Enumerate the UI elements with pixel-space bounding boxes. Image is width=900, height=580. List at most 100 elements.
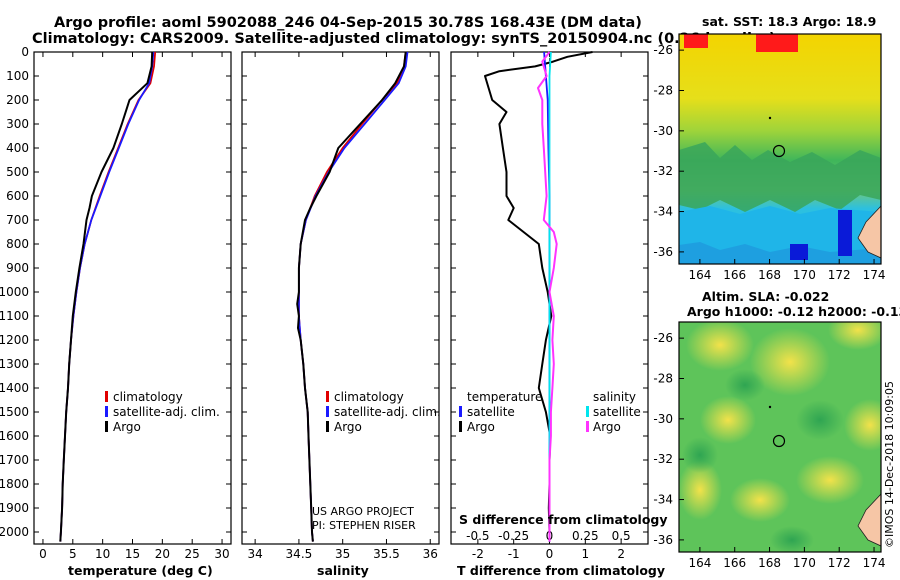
depth-tick-label: 1500 [0,405,29,419]
depth-tick-label: 300 [6,117,29,131]
lat-tick-label: -36 [653,533,673,547]
lon-tick-label: 170 [793,556,816,570]
lat-tick-label: -32 [653,164,673,178]
legend-label-climatology: climatology [113,390,183,404]
sla-island-marker [768,405,772,409]
sla-low-2 [796,400,844,440]
series-line-climatology [297,51,407,542]
sst-map-title: sat. SST: 18.3 Argo: 18.9 [702,14,876,29]
lon-tick-label: 174 [863,556,886,570]
sla-coastline [857,493,881,547]
salinity-panel-frame [241,51,440,545]
lat-tick-label: -34 [653,205,673,219]
temperature-legend: climatology satellite-adj. clim. Argo [105,390,220,434]
sla-map [679,322,881,552]
legend-label-s-argo: Argo [593,420,621,434]
lat-tick-label: -34 [653,493,673,507]
legend-swatch-climatology [326,391,329,402]
depth-tick-label: 0 [21,45,29,59]
sst-island-marker [768,116,772,120]
lat-tick-label: -28 [653,371,673,385]
sla-high-4 [700,396,756,444]
legend-label-t-satellite: satellite [467,405,515,419]
legend-swatch-climatology [105,391,108,402]
sla-low-3 [682,437,718,473]
lon-tick-label: 168 [758,556,781,570]
legend-label-t-argo: Argo [467,420,495,434]
depth-tick-label: 1100 [0,309,29,323]
depth-tick-label: 1000 [0,285,29,299]
depth-tick-label: 1900 [0,501,29,515]
sla-high-1 [686,322,754,371]
legend-title-salinity: salinity [593,390,636,404]
legend-title-temperature: temperature [467,390,542,404]
x-tick-label-top: -0.25 [498,529,529,543]
x-tick-label-top: 0.25 [572,529,599,543]
lat-tick-label: -30 [653,412,673,426]
x-tick-label: 20 [155,547,170,561]
lon-tick-label: 170 [793,268,816,282]
sla-map-title-line-1: Altim. SLA: -0.022 [702,289,829,304]
sla-map-title-line-2: Argo h1000: -0.12 h2000: -0.13 [687,304,900,319]
x-tick-label: 34.5 [286,547,313,561]
sst-warm-patch-center [756,34,798,52]
lon-tick-label: 168 [758,268,781,282]
lat-tick-label: -36 [653,245,673,259]
sla-high-6 [796,456,864,504]
sla-high-2 [750,328,830,396]
legend-swatch-argo [105,421,108,432]
sla-high-5 [844,399,881,451]
lon-tick-label: 164 [688,268,711,282]
imos-credit: ©IMOS 14-Dec-2018 10:09:05 [883,381,896,548]
sst-cold-patch-2 [790,244,808,260]
legend-label-climatology: climatology [334,390,404,404]
legend-label-satellite: satellite-adj. clim. [334,405,441,419]
depth-tick-label: 700 [6,213,29,227]
sla-low-4 [770,526,814,552]
sst-map [679,34,881,264]
depth-tick-label: 1300 [0,357,29,371]
legend-label-s-satellite: satellite [593,405,641,419]
x-tick-label: 36 [423,547,438,561]
depth-tick-label: 400 [6,141,29,155]
depth-tick-label: 1400 [0,381,29,395]
lat-tick-label: -26 [653,331,673,345]
legend-label-argo: Argo [334,420,362,434]
legend-swatch-satellite [326,406,329,417]
sla-high-3 [828,322,881,350]
x-tick-label: 10 [95,547,110,561]
legend-swatch-argo [326,421,329,432]
sst-cold-patch [838,210,852,256]
x-tick-label: 15 [125,547,140,561]
sla-high-7 [730,478,790,522]
s-difference-label: S difference from climatology [459,512,668,527]
series-line-satellite-adj-clim- [297,51,409,542]
depth-tick-label: 1200 [0,333,29,347]
series-line-argo [296,51,407,542]
difference-legend-temperature: temperature satellite Argo [459,390,542,434]
x-tick-label: 0 [546,547,554,561]
x-tick-label: 34 [247,547,262,561]
lon-tick-label: 166 [723,556,746,570]
sla-low-1 [725,369,765,401]
title-line-1: Argo profile: aoml 5902088_246 04-Sep-20… [54,15,642,31]
depth-tick-label: 800 [6,237,29,251]
salinity-legend: climatology satellite-adj. clim. Argo [326,390,441,434]
series-line-t-argo [484,51,593,542]
legend-swatch-s-argo [586,421,589,432]
legend-swatch-t-satellite [459,406,462,417]
x-tick-label: 30 [214,547,229,561]
series-line-argo [59,51,154,542]
project-credit-line-1: US ARGO PROJECT [312,505,414,518]
lat-tick-label: -28 [653,83,673,97]
legend-swatch-satellite [105,406,108,417]
depth-tick-label: 200 [6,93,29,107]
lon-tick-label: 166 [723,268,746,282]
temperature-xlabel: temperature (deg C) [68,563,213,578]
lon-tick-label: 172 [828,556,851,570]
series-line-s-argo [537,51,558,542]
x-tick-label: 1 [581,547,589,561]
sst-map-frame [678,33,882,265]
depth-tick-label: 1700 [0,453,29,467]
